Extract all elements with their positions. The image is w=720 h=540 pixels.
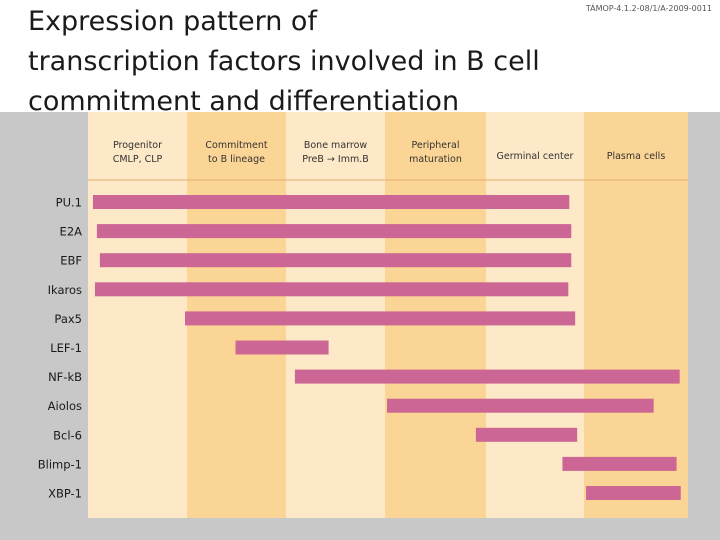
stage-label-3-line-1: Bone marrow xyxy=(304,140,368,151)
title-line-3: commitment and differentiation xyxy=(28,86,460,117)
factor-label: Blimp-1 xyxy=(38,457,82,471)
expression-bar-aiolos xyxy=(387,398,654,413)
expression-bar-xbp-1 xyxy=(586,486,681,500)
factor-label: NF-kB xyxy=(48,370,82,384)
expression-bar-nf-kb xyxy=(294,369,680,384)
stage-label-1-line-1: Progenitor xyxy=(113,140,162,151)
stage-label-4-line-2: maturation xyxy=(409,154,462,165)
expression-bar-ebf xyxy=(99,253,572,268)
page-title: Expression pattern of transcription fact… xyxy=(28,2,568,122)
stage-column-1 xyxy=(88,112,187,518)
stage-label-2-line-2: to B lineage xyxy=(208,154,265,165)
stage-label-1-line-2: CMLP, CLP xyxy=(113,154,163,165)
title-line-1: Expression pattern of xyxy=(28,6,317,37)
factor-label: Aiolos xyxy=(48,399,82,413)
factor-label: E2A xyxy=(60,225,83,239)
expression-bar-blimp-1 xyxy=(562,456,677,471)
factor-label: Ikaros xyxy=(48,283,82,297)
factor-label: Pax5 xyxy=(54,312,82,326)
factor-label: Bcl-6 xyxy=(53,428,82,442)
expression-bar-bcl-6 xyxy=(475,427,578,442)
title-line-2: transcription factors involved in B cell xyxy=(28,46,540,77)
expression-bar-pu-1 xyxy=(92,195,570,209)
expression-bar-lef-1 xyxy=(235,340,329,355)
stage-label-6-line-1: Plasma cells xyxy=(607,151,666,162)
factor-label: LEF-1 xyxy=(50,341,82,355)
factor-label: EBF xyxy=(60,254,82,268)
factor-label: PU.1 xyxy=(56,196,82,210)
expression-bar-e2a xyxy=(96,224,572,239)
reference-code: TÁMOP-4.1.2-08/1/A-2009-0011 xyxy=(585,4,712,13)
factor-label: XBP-1 xyxy=(48,487,82,501)
stage-label-4-line-1: Peripheral xyxy=(411,140,459,151)
expression-bar-ikaros xyxy=(94,282,569,297)
stage-label-2-line-1: Commitment xyxy=(205,140,267,151)
stage-label-5-line-1: Germinal center xyxy=(497,151,574,162)
stage-label-3-line-2: PreB → Imm.B xyxy=(302,154,368,165)
expression-bar-pax5 xyxy=(185,311,576,326)
expression-chart: Progenitor CMLP, CLP Commitment to B lineag… xyxy=(38,112,688,518)
